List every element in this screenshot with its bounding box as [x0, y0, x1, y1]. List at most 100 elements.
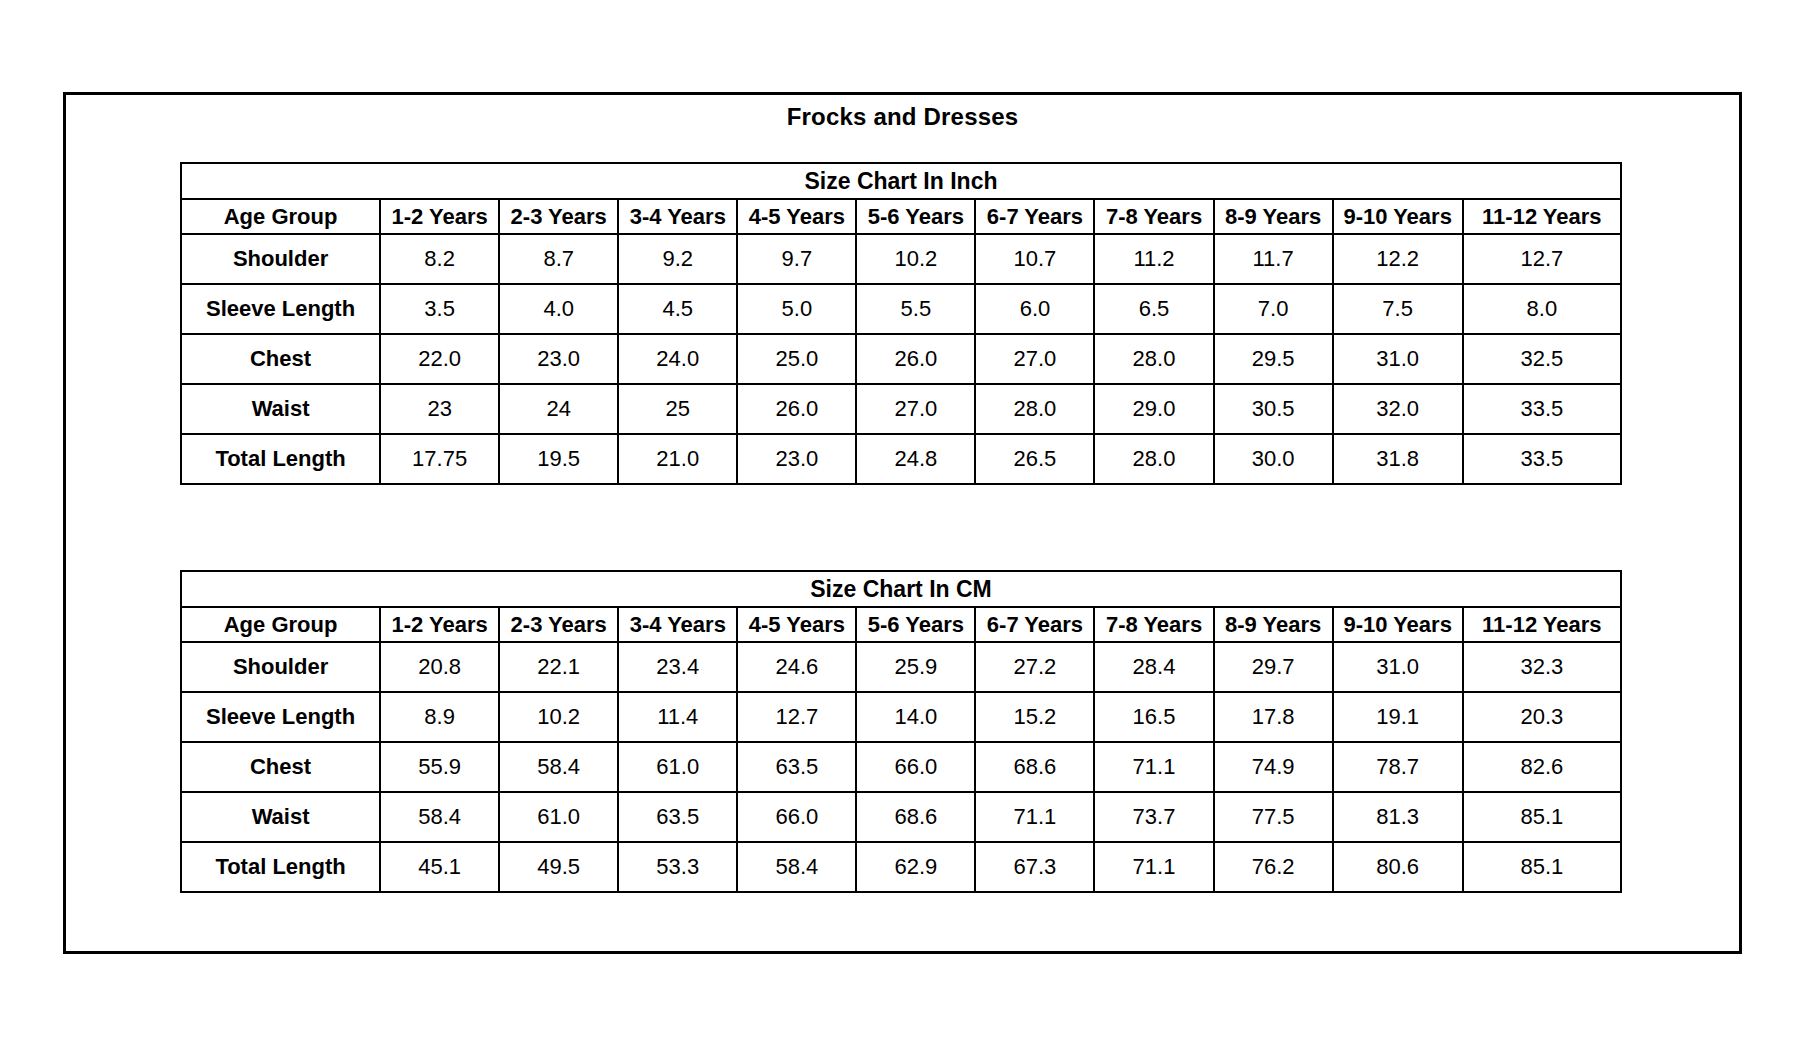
row-label: Total Length — [181, 842, 380, 892]
row-label: Waist — [181, 792, 380, 842]
cell-value: 85.1 — [1463, 842, 1621, 892]
column-header: 3-4 Years — [618, 607, 737, 642]
cell-value: 29.5 — [1214, 334, 1333, 384]
column-header-age-group: Age Group — [181, 607, 380, 642]
cell-value: 10.7 — [975, 234, 1094, 284]
cell-value: 32.3 — [1463, 642, 1621, 692]
cell-value: 53.3 — [618, 842, 737, 892]
cell-value: 28.0 — [1094, 334, 1213, 384]
cell-value: 7.5 — [1333, 284, 1463, 334]
table-title: Size Chart In CM — [181, 571, 1621, 607]
column-header: 3-4 Years — [618, 199, 737, 234]
cell-value: 11.4 — [618, 692, 737, 742]
cell-value: 49.5 — [499, 842, 618, 892]
cell-value: 26.0 — [737, 384, 856, 434]
cell-value: 73.7 — [1094, 792, 1213, 842]
cell-value: 23.0 — [499, 334, 618, 384]
cell-value: 30.0 — [1214, 434, 1333, 484]
cell-value: 5.5 — [856, 284, 975, 334]
cell-value: 28.4 — [1094, 642, 1213, 692]
cell-value: 4.0 — [499, 284, 618, 334]
row-label: Waist — [181, 384, 380, 434]
size-chart-cm-table: Size Chart In CMAge Group1-2 Years2-3 Ye… — [180, 570, 1622, 893]
cell-value: 30.5 — [1214, 384, 1333, 434]
column-header: 11-12 Years — [1463, 607, 1621, 642]
column-header: 9-10 Years — [1333, 607, 1463, 642]
cell-value: 81.3 — [1333, 792, 1463, 842]
cell-value: 32.0 — [1333, 384, 1463, 434]
column-header: 2-3 Years — [499, 607, 618, 642]
column-header: 7-8 Years — [1094, 607, 1213, 642]
table-row: Chest22.023.024.025.026.027.028.029.531.… — [181, 334, 1621, 384]
cell-value: 58.4 — [737, 842, 856, 892]
cell-value: 76.2 — [1214, 842, 1333, 892]
column-header: 4-5 Years — [737, 607, 856, 642]
table-title: Size Chart In Inch — [181, 163, 1621, 199]
cell-value: 14.0 — [856, 692, 975, 742]
cell-value: 17.8 — [1214, 692, 1333, 742]
cell-value: 6.5 — [1094, 284, 1213, 334]
cell-value: 45.1 — [380, 842, 499, 892]
cell-value: 71.1 — [1094, 842, 1213, 892]
cell-value: 77.5 — [1214, 792, 1333, 842]
column-header: 6-7 Years — [975, 199, 1094, 234]
cell-value: 23 — [380, 384, 499, 434]
cell-value: 22.1 — [499, 642, 618, 692]
cell-value: 29.7 — [1214, 642, 1333, 692]
cell-value: 12.7 — [737, 692, 856, 742]
cell-value: 78.7 — [1333, 742, 1463, 792]
cell-value: 33.5 — [1463, 384, 1621, 434]
cell-value: 8.2 — [380, 234, 499, 284]
cell-value: 3.5 — [380, 284, 499, 334]
cell-value: 27.0 — [975, 334, 1094, 384]
cell-value: 23.0 — [737, 434, 856, 484]
cell-value: 20.8 — [380, 642, 499, 692]
cell-value: 85.1 — [1463, 792, 1621, 842]
row-label: Chest — [181, 742, 380, 792]
column-header: 5-6 Years — [856, 199, 975, 234]
row-label: Shoulder — [181, 642, 380, 692]
cell-value: 61.0 — [499, 792, 618, 842]
table-row: Shoulder20.822.123.424.625.927.228.429.7… — [181, 642, 1621, 692]
cell-value: 8.9 — [380, 692, 499, 742]
cell-value: 12.7 — [1463, 234, 1621, 284]
cell-value: 31.0 — [1333, 334, 1463, 384]
cell-value: 29.0 — [1094, 384, 1213, 434]
cell-value: 63.5 — [737, 742, 856, 792]
cell-value: 24 — [499, 384, 618, 434]
cell-value: 24.6 — [737, 642, 856, 692]
column-header: 2-3 Years — [499, 199, 618, 234]
table-row: Total Length45.149.553.358.462.967.371.1… — [181, 842, 1621, 892]
column-header: 1-2 Years — [380, 607, 499, 642]
table-row: Total Length17.7519.521.023.024.826.528.… — [181, 434, 1621, 484]
cell-value: 74.9 — [1214, 742, 1333, 792]
cell-value: 33.5 — [1463, 434, 1621, 484]
size-chart-inch: Size Chart In InchAge Group1-2 Years2-3 … — [180, 162, 1622, 485]
cell-value: 5.0 — [737, 284, 856, 334]
cell-value: 82.6 — [1463, 742, 1621, 792]
cell-value: 21.0 — [618, 434, 737, 484]
cell-value: 12.2 — [1333, 234, 1463, 284]
cell-value: 17.75 — [380, 434, 499, 484]
cell-value: 25.0 — [737, 334, 856, 384]
cell-value: 8.7 — [499, 234, 618, 284]
cell-value: 25.9 — [856, 642, 975, 692]
content-frame: Frocks and Dresses Size Chart In InchAge… — [63, 92, 1742, 954]
column-header: 6-7 Years — [975, 607, 1094, 642]
cell-value: 68.6 — [975, 742, 1094, 792]
cell-value: 66.0 — [737, 792, 856, 842]
cell-value: 10.2 — [856, 234, 975, 284]
column-header: 8-9 Years — [1214, 199, 1333, 234]
cell-value: 80.6 — [1333, 842, 1463, 892]
cell-value: 24.8 — [856, 434, 975, 484]
cell-value: 8.0 — [1463, 284, 1621, 334]
column-header: 7-8 Years — [1094, 199, 1213, 234]
row-label: Shoulder — [181, 234, 380, 284]
cell-value: 27.2 — [975, 642, 1094, 692]
cell-value: 27.0 — [856, 384, 975, 434]
cell-value: 11.7 — [1214, 234, 1333, 284]
cell-value: 6.0 — [975, 284, 1094, 334]
cell-value: 11.2 — [1094, 234, 1213, 284]
table-row: Shoulder8.28.79.29.710.210.711.211.712.2… — [181, 234, 1621, 284]
column-header: 4-5 Years — [737, 199, 856, 234]
